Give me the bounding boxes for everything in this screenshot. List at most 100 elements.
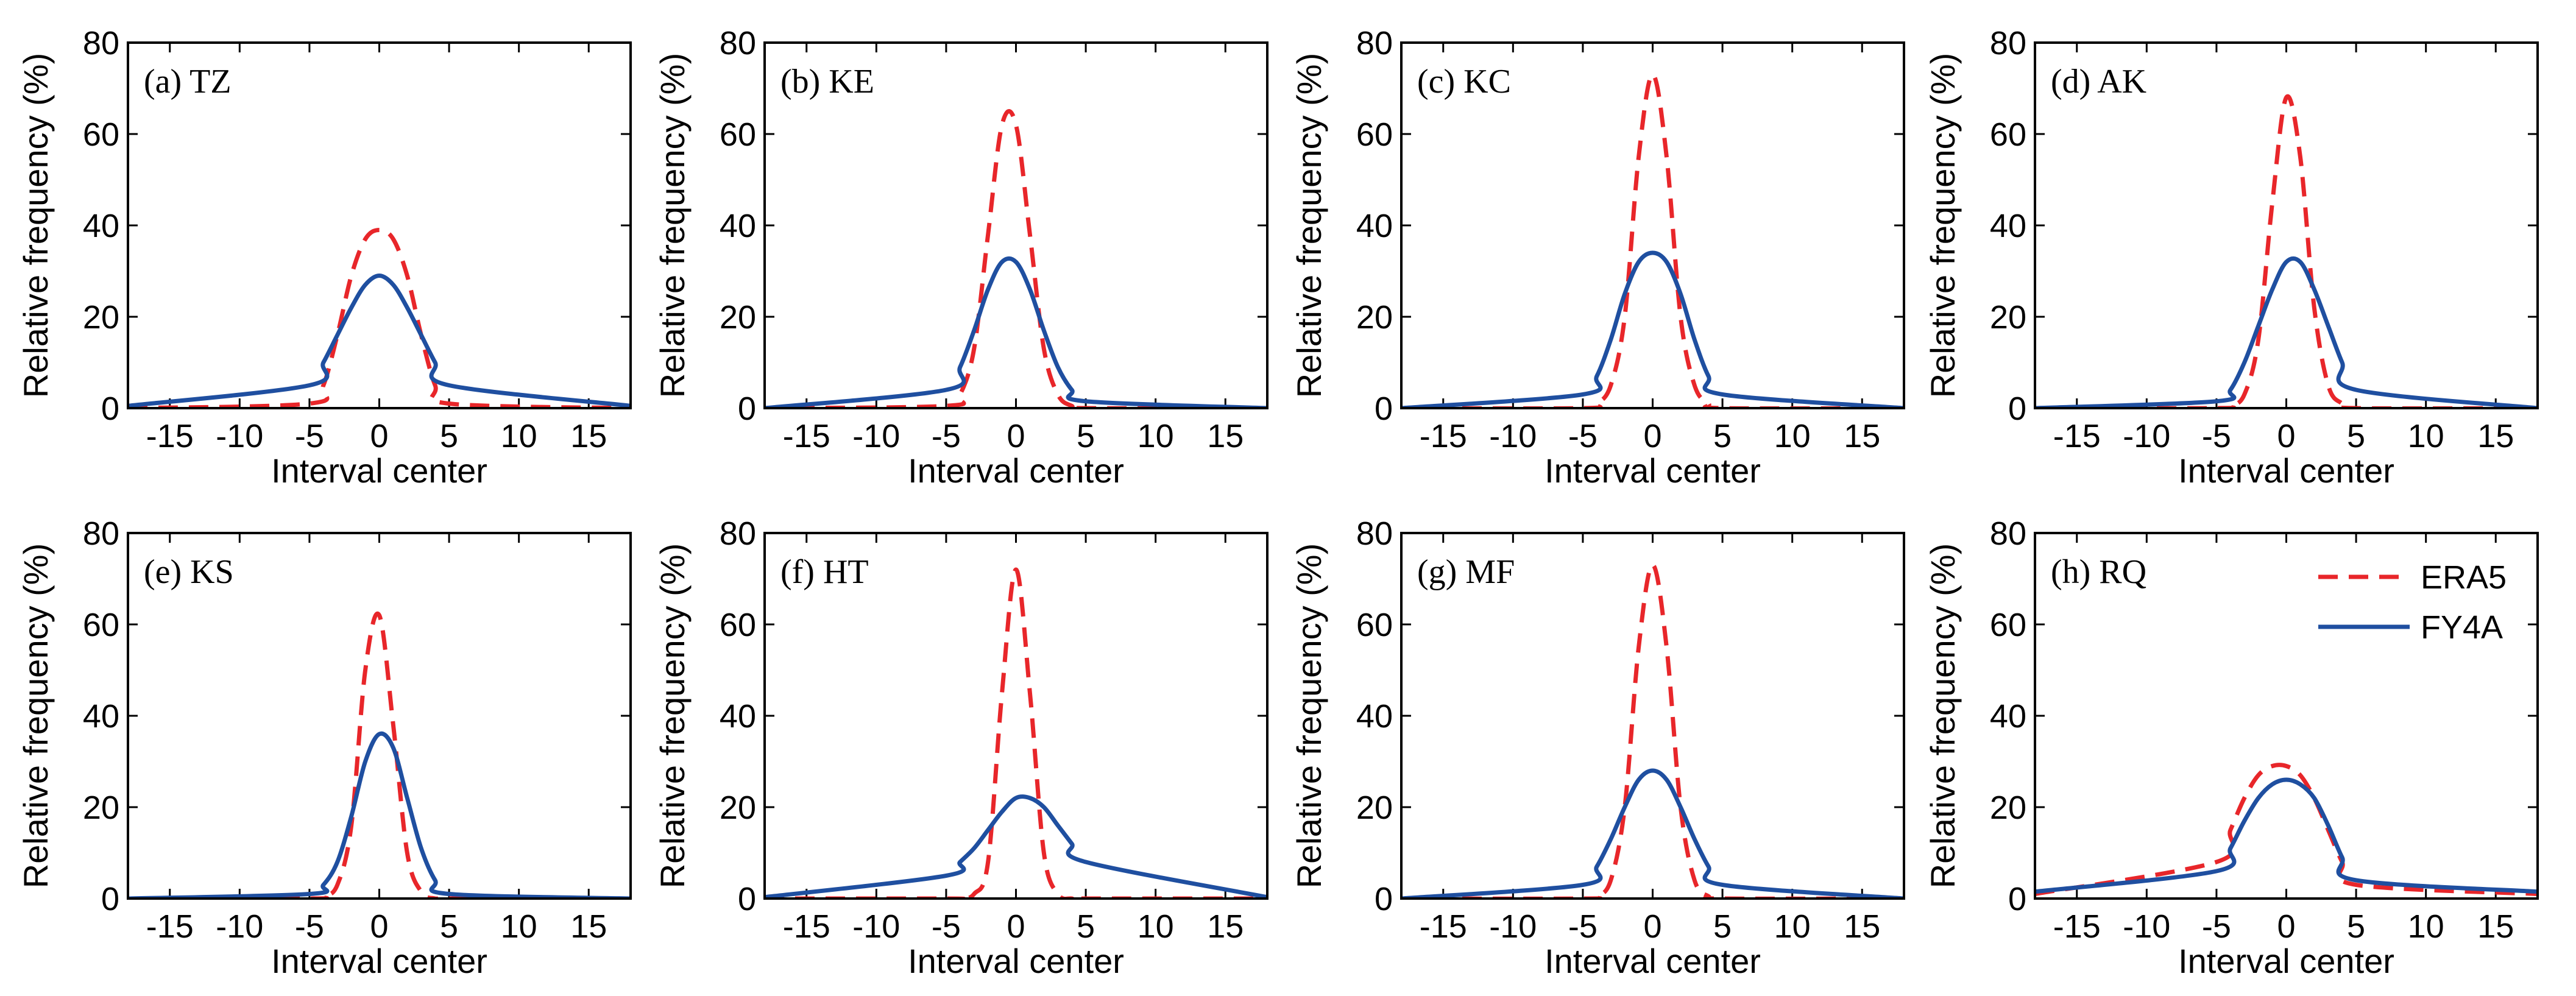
x-tick-label: 10 [501, 908, 537, 945]
y-tick-label: 60 [1356, 116, 1393, 153]
plot-frame [127, 41, 632, 409]
y-tick-label: 60 [83, 607, 119, 643]
y-tick-label: 80 [720, 515, 756, 552]
y-tick-label: 20 [1356, 299, 1393, 336]
x-tick-label: -5 [1568, 418, 1598, 454]
x-tick-label: 10 [1138, 418, 1174, 454]
panel-1: -15 -10 -5 0 5 10 15 0 20 40 60 80 (a) TZ Interval ce… [16, 25, 632, 490]
panel-label: (g) MF [1417, 553, 1515, 591]
series-line-era5 [1401, 563, 1904, 899]
y-tick-label: 0 [2008, 881, 2026, 917]
x-tick-label: 10 [1138, 908, 1174, 945]
panel-2: -15 -10 -5 0 5 10 15 0 20 40 60 80 (b) KE Interval ce… [653, 25, 1269, 490]
y-tick-label: 20 [83, 789, 119, 826]
panel-label: (d) AK [2051, 63, 2146, 101]
x-tick-label: -5 [2202, 418, 2231, 454]
y-tick-label: 0 [738, 881, 756, 917]
x-tick-label: -5 [295, 908, 324, 945]
x-tick-label: -15 [1420, 418, 1467, 454]
x-tick-label: 0 [2277, 908, 2295, 945]
series-line-fy4a [128, 274, 631, 408]
y-tick-label: 40 [720, 208, 756, 244]
y-tick-label: 80 [83, 25, 119, 62]
x-tick-label: 15 [1844, 908, 1880, 945]
y-axis-label: Relative frequency (%) [16, 53, 55, 398]
legend-label-era5: ERA5 [2421, 559, 2507, 596]
x-tick-label: 10 [1774, 418, 1811, 454]
series-line-fy4a [1401, 768, 1904, 899]
plot-frame [2034, 532, 2539, 900]
x-tick-label: 15 [2477, 418, 2514, 454]
series-line-era5 [2035, 763, 2538, 896]
x-tick-label: 0 [2277, 418, 2295, 454]
x-axis-label: Interval center [2178, 942, 2394, 980]
panel-label: (f) HT [780, 553, 869, 591]
y-axis-label: Relative frequency (%) [16, 543, 55, 888]
x-tick-label: -15 [146, 418, 194, 454]
legend-label-fy4a: FY4A [2421, 609, 2503, 646]
y-tick-label: 20 [1990, 789, 2026, 826]
panel-3: -15 -10 -5 0 5 10 15 0 20 40 60 80 (c) KC Interval ce… [1290, 25, 1905, 490]
y-tick-label: 0 [101, 881, 119, 917]
x-tick-label: -10 [216, 418, 263, 454]
x-axis-label: Interval center [2178, 451, 2394, 490]
x-axis-label: Interval center [271, 942, 487, 980]
x-tick-label: 10 [1774, 908, 1811, 945]
series-line-fy4a [128, 731, 631, 899]
y-axis-label: Relative frequency (%) [1923, 543, 1962, 888]
x-tick-label: 15 [1207, 418, 1244, 454]
y-tick-label: 20 [83, 299, 119, 336]
series-line-era5 [2035, 94, 2538, 408]
x-tick-label: 5 [1077, 908, 1095, 945]
x-tick-label: 0 [370, 908, 388, 945]
x-tick-label: 0 [1643, 908, 1661, 945]
y-tick-label: 40 [1990, 698, 2026, 735]
x-tick-label: 10 [2408, 908, 2444, 945]
x-axis-label: Interval center [908, 942, 1124, 980]
y-tick-label: 60 [720, 607, 756, 643]
x-tick-label: -10 [852, 908, 900, 945]
y-tick-label: 80 [1356, 25, 1393, 62]
y-axis-label: Relative frequency (%) [1290, 543, 1328, 888]
x-tick-label: -5 [1568, 908, 1598, 945]
x-tick-label: 10 [2408, 418, 2444, 454]
x-tick-label: 15 [1844, 418, 1880, 454]
y-axis-label: Relative frequency (%) [1290, 53, 1328, 398]
y-tick-label: 80 [1990, 25, 2026, 62]
x-tick-label: -10 [216, 908, 263, 945]
x-tick-label: -15 [783, 418, 830, 454]
y-tick-label: 60 [1990, 607, 2026, 643]
series-line-fy4a [765, 256, 1267, 408]
y-tick-label: 40 [83, 698, 119, 735]
y-tick-label: 0 [101, 390, 119, 427]
series-line-era5 [128, 611, 631, 899]
plot-frame [1400, 41, 1905, 409]
y-tick-label: 60 [1990, 116, 2026, 153]
x-tick-label: -15 [146, 908, 194, 945]
series-line-era5 [1401, 72, 1904, 408]
x-tick-label: 5 [440, 418, 458, 454]
panel-label: (b) KE [780, 63, 874, 101]
y-tick-label: 80 [1990, 515, 2026, 552]
x-tick-label: -10 [852, 418, 900, 454]
series-line-era5 [128, 228, 631, 408]
panel-label: (c) KC [1417, 63, 1511, 101]
y-tick-label: 60 [720, 116, 756, 153]
x-tick-label: -15 [783, 908, 830, 945]
series-line-fy4a [765, 794, 1267, 899]
y-tick-label: 0 [2008, 390, 2026, 427]
y-tick-label: 80 [1356, 515, 1393, 552]
y-tick-label: 0 [738, 390, 756, 427]
series-line-fy4a [2035, 777, 2538, 894]
series-line-fy4a [1401, 250, 1904, 408]
plot-frame [763, 41, 1269, 409]
x-tick-label: -10 [1489, 908, 1537, 945]
series-line-fy4a [2035, 256, 2538, 408]
panel-4: -15 -10 -5 0 5 10 15 0 20 40 60 80 (d) AK Interval ce… [1923, 25, 2539, 490]
y-axis-label: Relative frequency (%) [653, 53, 692, 398]
x-axis-label: Interval center [271, 451, 487, 490]
x-tick-label: -15 [2053, 908, 2101, 945]
y-axis-label: Relative frequency (%) [653, 543, 692, 888]
x-tick-label: 5 [2347, 418, 2365, 454]
x-tick-label: 15 [2477, 908, 2514, 945]
